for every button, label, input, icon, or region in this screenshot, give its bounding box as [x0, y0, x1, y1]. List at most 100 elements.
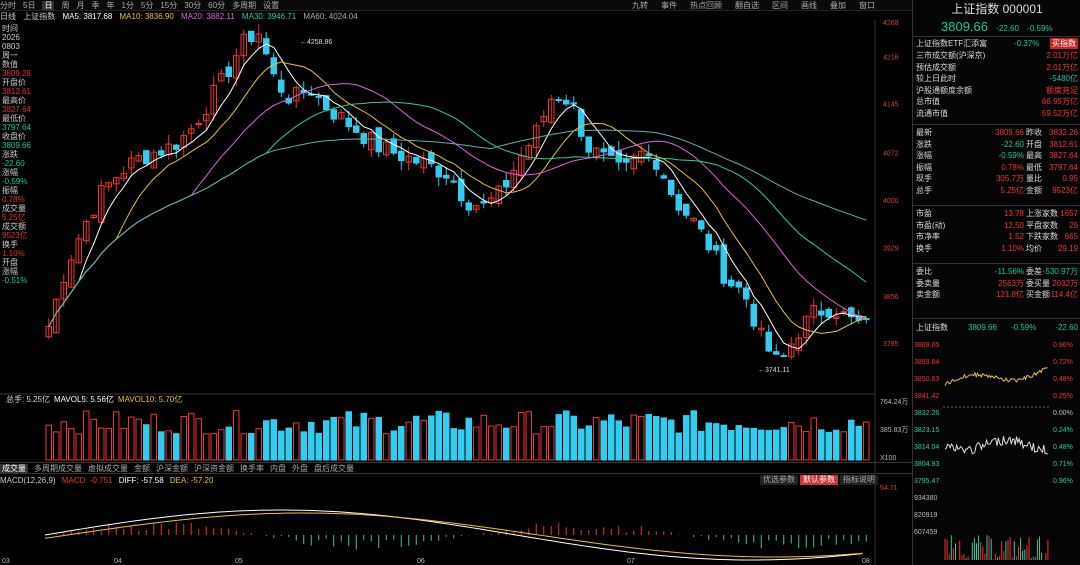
candle-body [548, 98, 555, 123]
row-value2: 3812.61 [1049, 139, 1078, 149]
volume-bar [735, 425, 742, 461]
kline-chart[interactable]: 4268 4216 4145 4072 4000 3929 3856 3785 ←4258.86… [0, 0, 912, 565]
candle-body [668, 179, 675, 196]
etf-name[interactable]: 上证指数ETF汇添富 [916, 39, 988, 48]
volume-bar [240, 433, 247, 461]
mini-right-label: 0.00% [1053, 410, 1073, 417]
period-tab-7[interactable]: 1分 [121, 1, 134, 10]
indicator-tab-5[interactable]: 沪深资金额 [194, 464, 234, 473]
period-tab-0[interactable]: 分时 [0, 1, 16, 10]
info-line-3: 周一 [2, 51, 18, 60]
indicator-tab-3[interactable]: 金额 [134, 464, 150, 473]
period-tab-9[interactable]: 15分 [160, 1, 178, 10]
period-tab-13[interactable]: 设置 [263, 1, 280, 10]
row-label: 预估成交额 [916, 62, 956, 72]
volume-bar [383, 433, 390, 461]
info-line-27: 涨幅 [2, 267, 18, 276]
period-tab-11[interactable]: 60分 [208, 1, 226, 10]
candle-body [713, 245, 720, 251]
period-tab-1[interactable]: 5日 [23, 1, 36, 10]
volume-bar [743, 427, 750, 461]
candle-body [698, 220, 705, 230]
volume-bar [45, 424, 52, 461]
indicator-tab-6[interactable]: 换手率 [240, 464, 264, 473]
candle-body [758, 327, 765, 331]
candle-body [75, 238, 82, 264]
indicator-tab-1[interactable]: 多周期成交量 [34, 464, 82, 473]
volume-bar [188, 413, 195, 461]
row-value: -0.59% [998, 151, 1024, 160]
period-tab-8[interactable]: 5分 [140, 1, 154, 10]
period-tab-5[interactable]: 季 [91, 1, 100, 10]
candle-body [120, 173, 127, 179]
row-value: 2.01万亿 [1046, 62, 1078, 72]
volume-bar [135, 418, 142, 461]
candle-body [750, 303, 757, 327]
candle-body [90, 215, 97, 219]
candle-body [390, 138, 397, 154]
candle-body [675, 194, 682, 211]
q-row: 总手 5.25亿 金额 9523亿 [916, 185, 1078, 196]
macd-buttons: 优选参数 默认参数 指标说明 [760, 475, 880, 485]
row-label2: 最高 [1026, 151, 1042, 160]
candle-body [585, 136, 592, 153]
period-tab-6[interactable]: 年 [106, 1, 115, 10]
tool-btn-3[interactable]: 翻自选 [735, 1, 759, 10]
volume-bar [533, 433, 540, 461]
tool-btn-0[interactable]: 九转 [632, 1, 648, 10]
mini-price: 3809.66 [968, 323, 997, 332]
volume-bar [653, 416, 660, 461]
volume-bar [818, 429, 825, 461]
volume-bar [563, 410, 570, 461]
volume-bar [780, 427, 787, 461]
macd-btn-1[interactable]: 默认参数 [800, 475, 838, 485]
volume-bar [120, 427, 127, 461]
buy-index-button[interactable]: 买指数 [1050, 38, 1078, 49]
candle-body [683, 203, 690, 216]
indicator-tab-0[interactable]: 成交量 [0, 464, 28, 473]
mini-name: 上证指数 [916, 323, 948, 332]
row-value: 2563万 [998, 278, 1024, 288]
info-line-6: 开盘价 [2, 78, 26, 87]
row-value: 305.7万 [995, 174, 1024, 183]
period-tab-2[interactable]: 日 [42, 1, 55, 10]
tool-btn-4[interactable]: 区间 [772, 1, 788, 10]
candle-body [765, 331, 772, 352]
tool-btn-7[interactable]: 窗口 [859, 1, 875, 10]
ma30-label: MA30: 3946.71 [241, 12, 297, 21]
indicator-tab-2[interactable]: 虚拟成交量 [88, 464, 128, 473]
tool-btn-1[interactable]: 事件 [661, 1, 677, 10]
row-value2: 29.19 [1057, 243, 1078, 253]
mini-chg: -22.60 [1055, 323, 1078, 332]
y-axis-label: 4000 [883, 198, 899, 205]
period-tab-10[interactable]: 30分 [184, 1, 202, 10]
period-tab-12[interactable]: 多周期 [232, 1, 257, 10]
vol-axis-label: 385.83万 [880, 426, 908, 434]
intraday-mini-chart[interactable]: 3869.05 3859.84 3850.63 3841.42 3832.26 3823.… [913, 335, 1080, 565]
etf-row[interactable]: 上证指数ETF汇添富 -0.37% 买指数 [916, 38, 1078, 49]
candle-body [203, 114, 210, 122]
ma10-label: MA10: 3836.90 [119, 12, 174, 21]
info-line-25: 1.10% [2, 249, 25, 258]
volume-bar [158, 431, 165, 461]
s-row: 换手 1.10% 均价 29.19 [916, 243, 1078, 254]
volume-bar [263, 420, 270, 461]
macd-btn-0[interactable]: 优选参数 [760, 475, 798, 485]
indicator-tab-9[interactable]: 盘后成交量 [314, 464, 354, 473]
indicator-tab-7[interactable]: 内盘 [270, 464, 286, 473]
row-value2: 3797.64 [1049, 162, 1078, 172]
tool-btn-2[interactable]: 热点回顾 [690, 1, 722, 10]
r1-row: 沪股通额度余额 额度充足 [916, 85, 1078, 96]
macd-param-label: MACD(12,26,9) [0, 476, 56, 485]
period-tab-3[interactable]: 周 [61, 1, 70, 10]
row-label2: 委差 [1026, 267, 1042, 276]
tool-btn-6[interactable]: 叠加 [830, 1, 846, 10]
period-tab-4[interactable]: 月 [76, 1, 85, 10]
volume-bar [623, 426, 630, 461]
macd-btn-2[interactable]: 指标说明 [840, 475, 878, 485]
row-label: 市盈 [916, 209, 932, 218]
indicator-tab-4[interactable]: 沪深金额 [156, 464, 188, 473]
indicator-tab-8[interactable]: 外盘 [292, 464, 308, 473]
volume-bar [825, 431, 832, 461]
tool-btn-5[interactable]: 画线 [801, 1, 817, 10]
